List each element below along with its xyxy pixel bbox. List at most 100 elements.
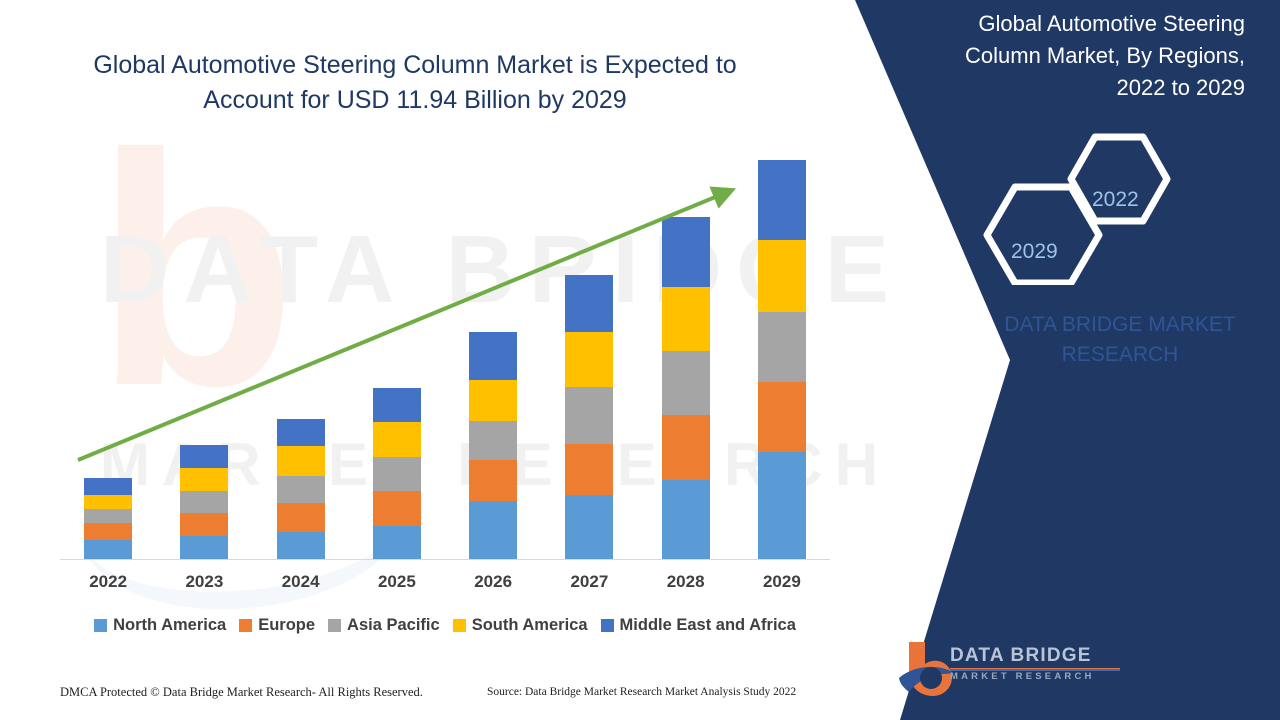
bar-slot — [60, 477, 156, 559]
bar-segment — [372, 457, 421, 492]
bar-segment — [469, 460, 518, 502]
left-chart-panel: b DATA BRIDGE MARKET RESEARCH Global Aut… — [60, 51, 889, 699]
legend-item[interactable]: South America — [452, 616, 588, 635]
stacked-bar[interactable] — [372, 388, 421, 559]
logo-rule-blue — [950, 669, 1120, 671]
x-axis-tick-label: 2022 — [89, 572, 128, 591]
legend-swatch — [600, 619, 614, 632]
legend-label: South America — [471, 616, 588, 634]
legend-label: Europe — [258, 616, 316, 634]
bar-segment — [661, 350, 710, 416]
bar-segment — [276, 418, 325, 447]
bar-segment — [84, 494, 133, 509]
x-axis-tick-label: 2025 — [377, 572, 416, 591]
legend-swatch — [94, 619, 108, 632]
bar-segment — [84, 539, 133, 559]
data-bridge-logo-icon — [899, 642, 955, 696]
bar-segment — [565, 331, 614, 388]
stacked-bar[interactable] — [180, 445, 229, 559]
legend-label: Asia Pacific — [347, 616, 440, 634]
legend-swatch — [239, 619, 253, 632]
bar-segment — [757, 382, 806, 452]
hexagon-2022-shape — [1067, 133, 1171, 225]
bar-segment — [180, 467, 229, 492]
hexagon-2029-label: 2029 — [1011, 240, 1058, 263]
bar-segment — [661, 216, 710, 287]
legend-label: North America — [113, 616, 227, 634]
bar-segment — [757, 240, 806, 313]
stacked-bar[interactable] — [565, 274, 614, 559]
chart-legend: North America Europe Asia Pacific South Ame… — [60, 616, 830, 635]
x-axis-line — [60, 559, 830, 560]
bar-segment — [84, 522, 133, 540]
bar-segment — [565, 387, 614, 445]
bar-segment — [469, 379, 518, 421]
bar-segment — [661, 286, 710, 351]
legend-swatch — [328, 619, 342, 632]
x-axis-tick-label: 2029 — [762, 572, 801, 591]
legend-item[interactable]: North America — [94, 616, 226, 635]
bar-segment — [469, 331, 518, 380]
footer-copyright: DMCA Protected © Data Bridge Market Rese… — [60, 685, 423, 699]
bar-segment — [84, 477, 133, 495]
legend-swatch — [452, 619, 466, 632]
bar-segment — [276, 532, 325, 559]
stacked-bar-chart — [60, 160, 830, 560]
bar-segment — [84, 508, 133, 523]
legend-item[interactable]: Europe — [239, 616, 315, 635]
brand-name-text: DATA BRIDGE MARKET RESEARCH — [1004, 313, 1236, 366]
footer-source: Source: Data Bridge Market Research Mark… — [487, 686, 797, 698]
bar-segment — [372, 421, 421, 458]
bar-slot — [638, 216, 734, 559]
bar-slot — [445, 331, 541, 559]
bar-segment — [757, 312, 806, 383]
bar-segment — [757, 451, 806, 559]
x-axis-tick-label: 2026 — [474, 572, 513, 591]
bar-slot — [253, 418, 349, 559]
stacked-bar[interactable] — [276, 418, 325, 559]
bar-segment — [180, 491, 229, 513]
bar-segment — [180, 536, 229, 559]
bar-segment — [180, 445, 229, 468]
hexagon-2022-label: 2022 — [1092, 188, 1139, 211]
stacked-bar[interactable] — [469, 331, 518, 559]
bar-slot — [349, 388, 445, 559]
logo-wordmark: DATA BRIDGE MARKET RESEARCH — [950, 645, 1120, 682]
bar-slot — [541, 274, 637, 559]
x-axis-tick-label: 2024 — [281, 572, 320, 591]
page-title: Global Automotive Steering Column Market… — [93, 51, 737, 114]
bar-segment — [276, 446, 325, 477]
x-axis-labels: 2022 2023 2024 2025 2026 2027 2028 2029 — [60, 572, 830, 592]
bar-segment — [180, 512, 229, 537]
bar-segment — [565, 274, 614, 332]
x-axis-tick-label: 2023 — [185, 572, 224, 591]
bar-slot — [734, 160, 830, 559]
bar-segment — [372, 525, 421, 559]
bar-segment — [661, 415, 710, 480]
stacked-bar[interactable] — [84, 477, 133, 559]
right-panel-title: Global Automotive Steering Column Market… — [965, 11, 1245, 100]
x-axis-tick-label: 2027 — [570, 572, 609, 591]
stacked-bar[interactable] — [757, 160, 806, 559]
bar-segment — [565, 444, 614, 495]
bar-segment — [565, 494, 614, 559]
bar-segment — [276, 503, 325, 533]
bar-segment — [276, 476, 325, 504]
bar-group — [60, 160, 830, 559]
logo-sub-text: MARKET RESEARCH — [950, 671, 1095, 682]
bar-segment — [469, 420, 518, 461]
bar-segment — [469, 501, 518, 559]
legend-label: Middle East and Africa — [619, 616, 796, 634]
hexagon-2029-shape — [983, 183, 1103, 287]
bar-slot — [156, 445, 252, 559]
legend-item[interactable]: Middle East and Africa — [600, 616, 796, 635]
hexagon-group: 2022 2029 — [975, 125, 1205, 287]
bar-segment — [372, 491, 421, 526]
bar-segment — [372, 388, 421, 422]
bar-segment — [661, 479, 710, 559]
logo-name-text: DATA BRIDGE — [950, 645, 1092, 666]
legend-item[interactable]: Asia Pacific — [328, 616, 440, 635]
x-axis-tick-label: 2028 — [666, 572, 705, 591]
stacked-bar[interactable] — [661, 216, 710, 559]
